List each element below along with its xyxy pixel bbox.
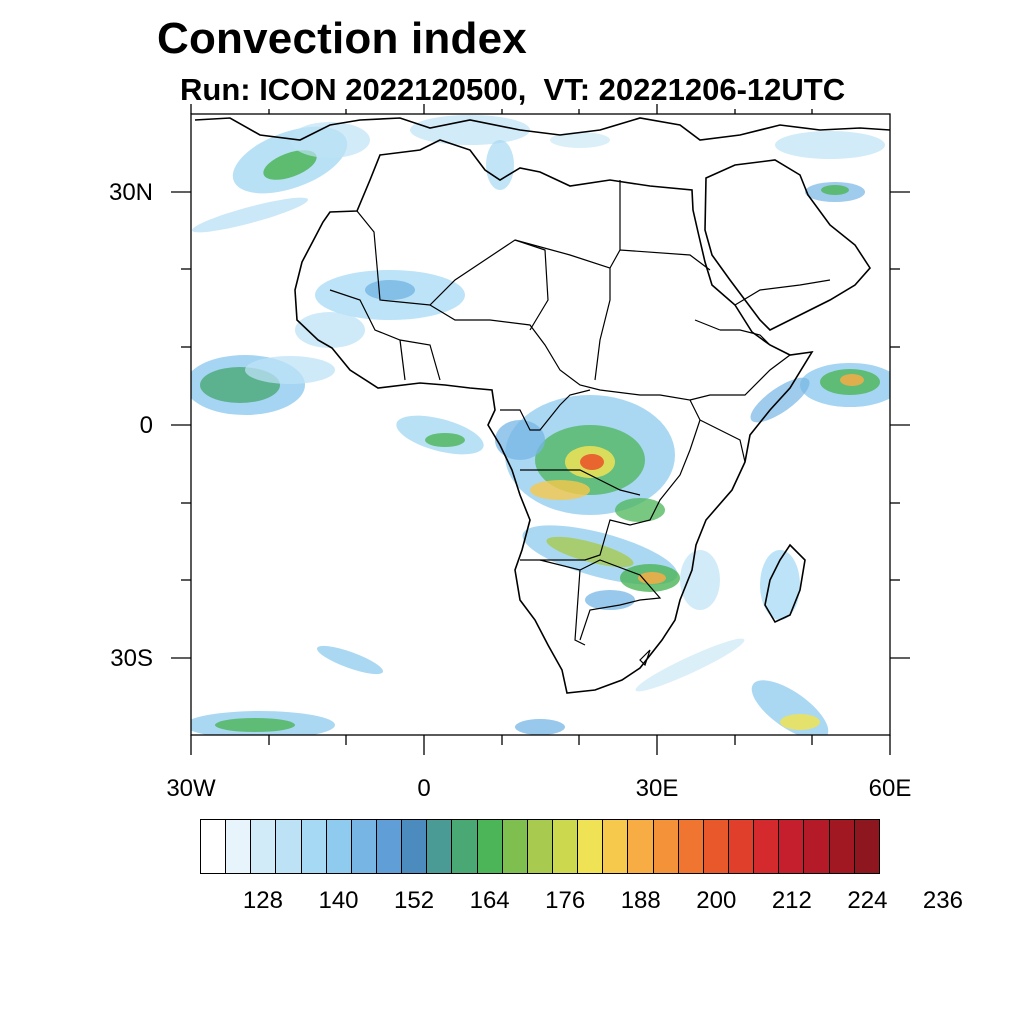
colorbar-box: [502, 820, 528, 873]
colorbar: [200, 819, 880, 874]
lat-label-30n: 30N: [108, 179, 153, 206]
colorbar-tick-label: 128: [242, 887, 283, 914]
colorbar-box: [603, 820, 629, 873]
colorbar-box: [829, 820, 855, 873]
colorbar-tick-label: 224: [847, 887, 888, 914]
colorbar-tick-label: 212: [771, 887, 812, 914]
colorbar-box: [351, 820, 377, 873]
lon-label-60e: 60E: [868, 775, 912, 802]
colorbar-box: [201, 820, 227, 873]
colorbar-box: [276, 820, 302, 873]
colorbar-box: [427, 820, 453, 873]
colorbar-box: [728, 820, 755, 873]
colorbar-tick-label: 164: [469, 887, 510, 914]
colorbar-box: [376, 820, 403, 873]
plot-subtitle: Run: ICON 2022120500, VT: 20221206-12UTC: [180, 72, 846, 107]
colorbar-box: [754, 820, 780, 873]
lat-label-30s: 30S: [110, 645, 153, 672]
colorbar-tick-label: 140: [318, 887, 359, 914]
colorbar-tick-label: 152: [394, 887, 435, 914]
colorbar-box: [477, 820, 503, 873]
country-borders: [329, 180, 831, 667]
colorbar-box: [301, 820, 327, 873]
colorbar-tick-label: 236: [922, 887, 963, 914]
colorbar-box: [653, 820, 679, 873]
colorbar-box: [402, 820, 428, 873]
colorbar-box: [779, 820, 805, 873]
colorbar-box: [628, 820, 654, 873]
colorbar-box: [226, 820, 252, 873]
plot-title: Convection index: [157, 14, 527, 63]
colorbar-box: [854, 820, 879, 873]
colorbar-box: [326, 820, 352, 873]
coastlines: [194, 117, 890, 694]
colorbar-box: [703, 820, 729, 873]
colorbar-box: [251, 820, 277, 873]
lat-label-0: 0: [139, 412, 153, 439]
colorbar-box: [452, 820, 478, 873]
colorbar-box: [527, 820, 553, 873]
convection-field: [191, 115, 890, 735]
colorbar-tick-label: 176: [545, 887, 586, 914]
colorbar-tick-label: 188: [620, 887, 661, 914]
colorbar-box: [552, 820, 579, 873]
map-frame: [171, 104, 910, 755]
colorbar-box: [578, 820, 604, 873]
lon-label-30w: 30W: [166, 775, 216, 802]
lon-label-0: 0: [417, 775, 431, 802]
colorbar-box: [678, 820, 704, 873]
lon-label-30e: 30E: [635, 775, 679, 802]
colorbar-box: [804, 820, 830, 873]
colorbar-tick-label: 200: [696, 887, 737, 914]
